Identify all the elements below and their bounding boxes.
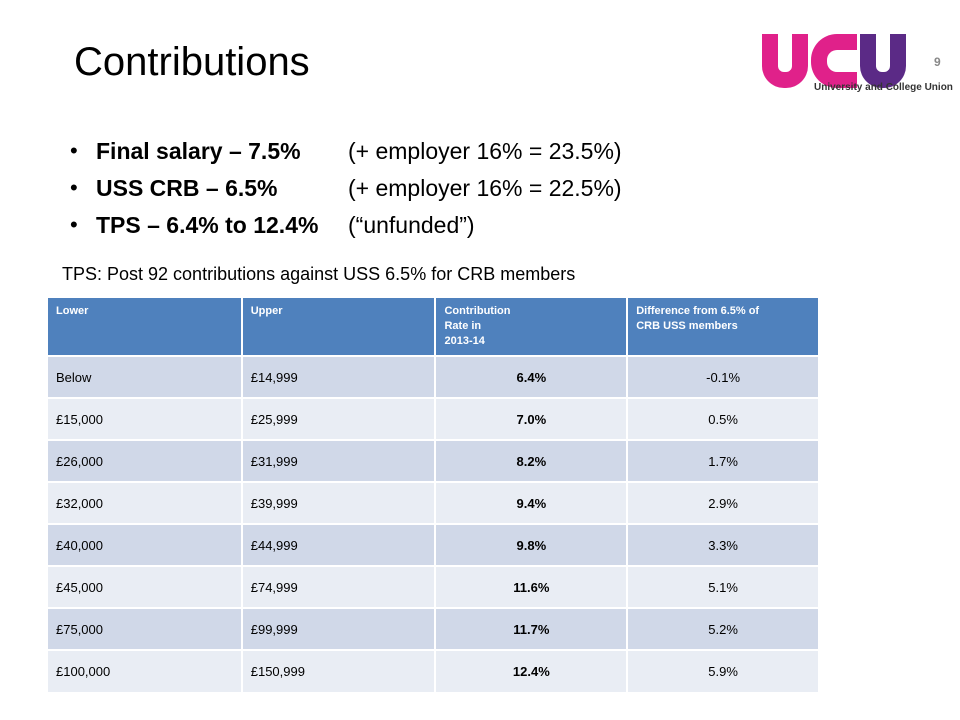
cell-lower: £15,000 (48, 397, 243, 440)
table-header-row: Lower Upper Contribution Rate in 2013-14… (48, 298, 820, 356)
bullet-rest: (“unfunded”) (348, 212, 475, 238)
ucu-logo: University and College Union (762, 28, 953, 108)
cell-rate: 8.2% (435, 439, 629, 482)
header-upper: Upper (241, 298, 437, 356)
cell-lower: £26,000 (48, 439, 243, 482)
bullet-strong: Final salary – 7.5% (96, 138, 301, 164)
cell-rate: 11.6% (435, 565, 629, 608)
cell-rate: 9.8% (435, 523, 629, 566)
header-contribution-rate: Contribution Rate in 2013-14 (435, 298, 629, 356)
cell-lower: £100,000 (48, 649, 243, 692)
cell-lower: Below (48, 355, 243, 398)
bullet-strong: TPS – 6.4% to 12.4% (96, 212, 319, 238)
bullet-item: TPS – 6.4% to 12.4% (“unfunded”) (70, 210, 622, 247)
cell-difference: 5.9% (627, 649, 820, 692)
cell-lower: £75,000 (48, 607, 243, 650)
cell-upper: £44,999 (241, 523, 437, 566)
bullet-item: USS CRB – 6.5% (+ employer 16% = 22.5%) (70, 173, 622, 210)
cell-upper: £99,999 (241, 607, 437, 650)
header-lower: Lower (48, 298, 243, 356)
cell-rate: 11.7% (435, 607, 629, 650)
table-row: £100,000 £150,999 12.4% 5.9% (48, 649, 820, 692)
header-difference: Difference from 6.5% of CRB USS members (627, 298, 820, 356)
slide-title: Contributions (74, 40, 310, 84)
cell-lower: £32,000 (48, 481, 243, 524)
cell-lower: £45,000 (48, 565, 243, 608)
cell-upper: £150,999 (241, 649, 437, 692)
table-row: Below £14,999 6.4% -0.1% (48, 355, 820, 398)
bullet-strong: USS CRB – 6.5% (96, 175, 278, 201)
table-row: £26,000 £31,999 8.2% 1.7% (48, 439, 820, 482)
cell-upper: £25,999 (241, 397, 437, 440)
cell-difference: 1.7% (627, 439, 820, 482)
cell-difference: 0.5% (627, 397, 820, 440)
table-row: £15,000 £25,999 7.0% 0.5% (48, 397, 820, 440)
page-number: 9 (934, 55, 941, 69)
cell-difference: -0.1% (627, 355, 820, 398)
cell-lower: £40,000 (48, 523, 243, 566)
cell-rate: 12.4% (435, 649, 629, 692)
table-row: £32,000 £39,999 9.4% 2.9% (48, 481, 820, 524)
bullet-rest: (+ employer 16% = 23.5%) (348, 138, 622, 164)
cell-rate: 9.4% (435, 481, 629, 524)
table-row: £45,000 £74,999 11.6% 5.1% (48, 565, 820, 608)
cell-difference: 2.9% (627, 481, 820, 524)
logo-caption: University and College Union (814, 82, 953, 93)
cell-rate: 6.4% (435, 355, 629, 398)
cell-upper: £14,999 (241, 355, 437, 398)
cell-upper: £31,999 (241, 439, 437, 482)
table-caption: TPS: Post 92 contributions against USS 6… (62, 264, 576, 284)
table-row: £40,000 £44,999 9.8% 3.3% (48, 523, 820, 566)
bullet-item: Final salary – 7.5% (+ employer 16% = 23.… (70, 136, 622, 173)
cell-difference: 3.3% (627, 523, 820, 566)
ucu-logo-letters (762, 28, 906, 90)
bullet-rest: (+ employer 16% = 22.5%) (348, 175, 622, 201)
cell-difference: 5.2% (627, 607, 820, 650)
logo-letter-c (811, 34, 857, 88)
logo-letter-u-purple (860, 34, 906, 88)
logo-letter-u (762, 34, 808, 88)
bullet-list: Final salary – 7.5% (+ employer 16% = 23.… (70, 136, 622, 247)
cell-difference: 5.1% (627, 565, 820, 608)
cell-upper: £39,999 (241, 481, 437, 524)
cell-rate: 7.0% (435, 397, 629, 440)
contributions-table: Lower Upper Contribution Rate in 2013-14… (48, 298, 820, 692)
cell-upper: £74,999 (241, 565, 437, 608)
table-row: £75,000 £99,999 11.7% 5.2% (48, 607, 820, 650)
